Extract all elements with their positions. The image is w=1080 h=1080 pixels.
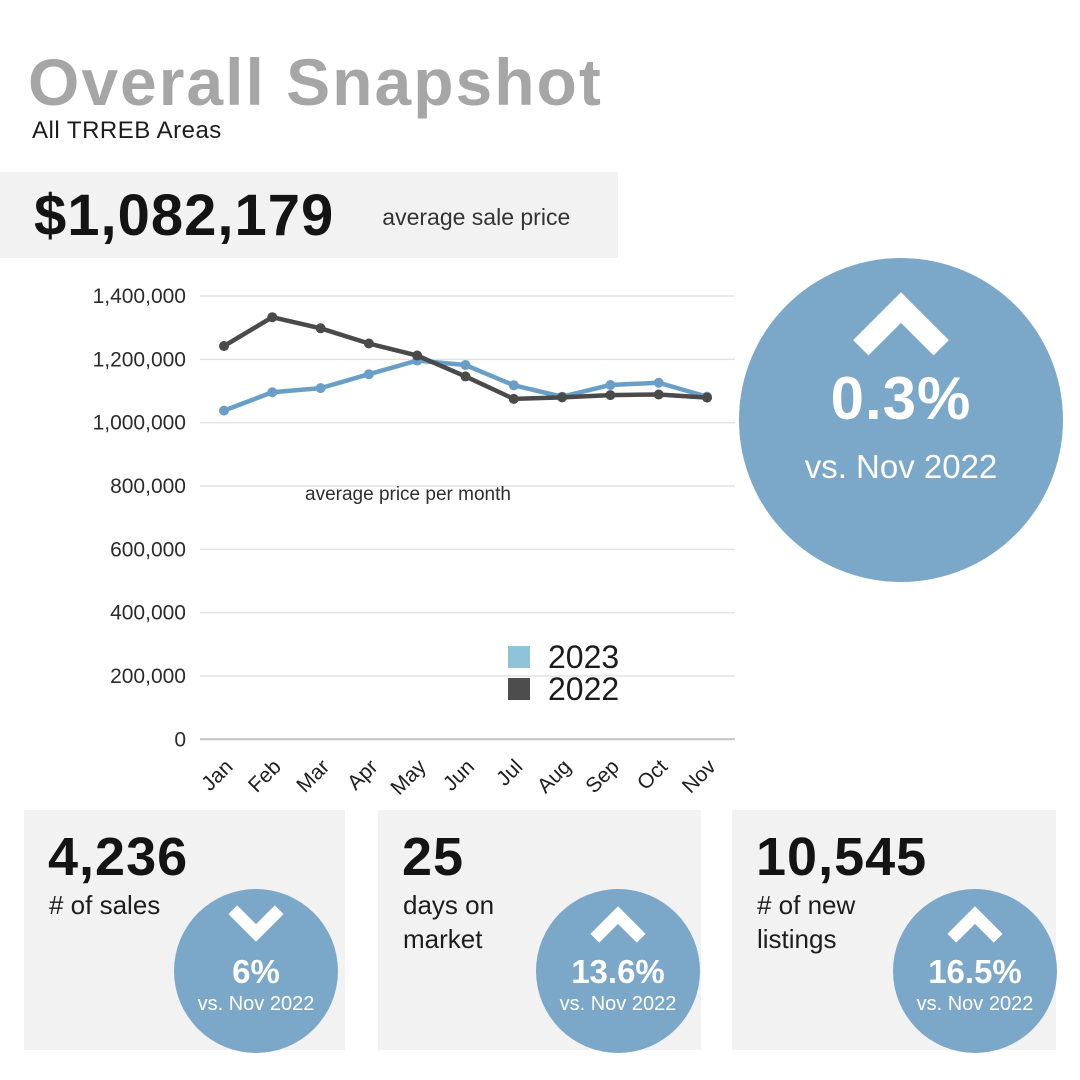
sales-count: 4,236	[48, 827, 189, 887]
svg-text:0: 0	[174, 728, 186, 751]
svg-text:800,000: 800,000	[110, 475, 186, 498]
sales-change-comparison: vs. Nov 2022	[197, 993, 315, 1015]
up-chevron-icon	[853, 292, 949, 356]
svg-text:2023: 2023	[548, 639, 619, 675]
chart-caption: average price per month	[305, 484, 511, 505]
new-listings-label: # of new listings	[757, 890, 856, 954]
svg-text:1,400,000: 1,400,000	[93, 285, 186, 308]
svg-text:Nov: Nov	[678, 755, 721, 798]
new-listings-change-comparison: vs. Nov 2022	[916, 993, 1034, 1015]
price-change-comparison: vs. Nov 2022	[804, 448, 998, 485]
svg-text:1,000,000: 1,000,000	[93, 412, 186, 435]
svg-text:Jul: Jul	[492, 755, 527, 790]
new-listings-change-value: 16.5%	[928, 953, 1022, 990]
svg-text:May: May	[386, 755, 431, 800]
price-change-value: 0.3%	[830, 365, 972, 432]
days-on-market-change-comparison: vs. Nov 2022	[559, 993, 677, 1015]
days-on-market-label: days on market	[403, 890, 495, 954]
svg-text:400,000: 400,000	[110, 602, 186, 625]
new-listings-change-badge: 16.5% vs. Nov 2022	[893, 889, 1057, 1053]
svg-text:2022: 2022	[548, 671, 619, 707]
page-subtitle: All TRREB Areas	[32, 117, 222, 144]
up-chevron-icon	[590, 906, 646, 943]
svg-text:600,000: 600,000	[110, 538, 186, 561]
svg-text:Feb: Feb	[244, 755, 286, 797]
page-title: Overall Snapshot	[28, 45, 603, 119]
sales-label: # of sales	[49, 890, 161, 920]
down-chevron-icon	[228, 905, 284, 942]
days-on-market-count: 25	[402, 827, 465, 887]
svg-text:200,000: 200,000	[110, 665, 186, 688]
average-price-value: $1,082,179	[34, 182, 335, 248]
sales-change-badge: 6% vs. Nov 2022	[174, 889, 338, 1053]
days-on-market-change-badge: 13.6% vs. Nov 2022	[536, 889, 700, 1053]
average-price-banner: $1,082,179 average sale price	[0, 172, 618, 258]
up-chevron-icon	[947, 906, 1003, 943]
sales-change-value: 6%	[232, 953, 280, 990]
svg-text:1,200,000: 1,200,000	[93, 348, 186, 371]
days-on-market-change-value: 13.6%	[571, 953, 665, 990]
svg-text:Jan: Jan	[197, 755, 237, 795]
stat-card-new-listings: 10,545 # of new listings 16.5% vs. Nov 2…	[732, 810, 1057, 1053]
price-change-badge: 0.3% vs. Nov 2022	[739, 258, 1063, 582]
svg-text:Sep: Sep	[581, 755, 624, 798]
svg-text:Mar: Mar	[292, 755, 334, 797]
average-price-line-chart: 1,400,000 1,200,000 1,000,000 800,000 600,00…	[93, 285, 735, 800]
stat-card-days-on-market: 25 days on market 13.6% vs. Nov 2022	[378, 810, 701, 1053]
svg-text:Aug: Aug	[533, 755, 576, 798]
svg-text:Oct: Oct	[633, 755, 672, 794]
svg-text:Jun: Jun	[439, 755, 479, 795]
stat-card-sales: 4,236 # of sales 6% vs. Nov 2022	[24, 810, 345, 1053]
average-price-label: average sale price	[382, 203, 571, 230]
svg-text:Apr: Apr	[343, 755, 382, 794]
new-listings-count: 10,545	[756, 827, 928, 887]
